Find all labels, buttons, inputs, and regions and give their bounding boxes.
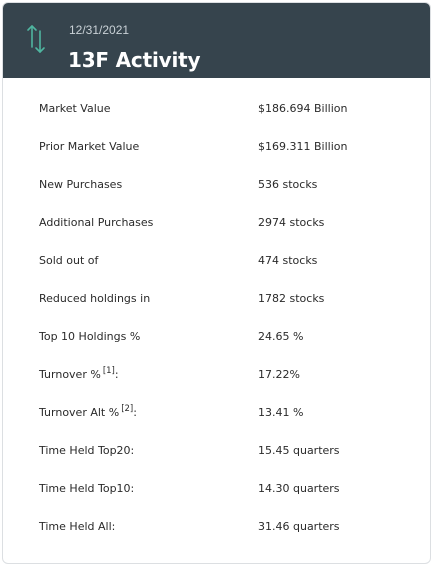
row-value: 14.30 quarters bbox=[258, 482, 340, 495]
row-turnover: Turnover % [1]: 17.22% bbox=[3, 356, 430, 394]
row-value: 15.45 quarters bbox=[258, 444, 340, 457]
row-market-value: Market Value $186.694 Billion bbox=[3, 90, 430, 128]
up-down-arrows-icon bbox=[27, 25, 45, 53]
row-label: Additional Purchases bbox=[39, 216, 154, 229]
row-value: $186.694 Billion bbox=[258, 102, 348, 115]
footnote-link-1[interactable]: [1] bbox=[102, 366, 115, 376]
row-time-held-top10: Time Held Top10: 14.30 quarters bbox=[3, 470, 430, 508]
card-header: 12/31/2021 13F Activity bbox=[3, 3, 430, 78]
row-label: Prior Market Value bbox=[39, 140, 140, 153]
row-turnover-alt: Turnover Alt % [2]: 13.41 % bbox=[3, 394, 430, 432]
row-value: 24.65 % bbox=[258, 330, 304, 343]
row-label: New Purchases bbox=[39, 178, 123, 191]
row-label: Top 10 Holdings % bbox=[39, 330, 141, 343]
row-label: Time Held All: bbox=[39, 520, 116, 533]
row-prior-market-value: Prior Market Value $169.311 Billion bbox=[3, 128, 430, 166]
row-value: $169.311 Billion bbox=[258, 140, 348, 153]
footnote-link-2[interactable]: [2] bbox=[121, 404, 134, 414]
row-top10-holdings: Top 10 Holdings % 24.65 % bbox=[3, 318, 430, 356]
label-colon: : bbox=[114, 368, 119, 381]
row-label: Sold out of bbox=[39, 254, 99, 267]
row-value: 1782 stocks bbox=[258, 292, 325, 305]
card-title: 13F Activity bbox=[68, 48, 201, 72]
row-label: Turnover % [1]: bbox=[39, 366, 119, 381]
row-reduced-holdings: Reduced holdings in 1782 stocks bbox=[3, 280, 430, 318]
row-value: 474 stocks bbox=[258, 254, 318, 267]
row-sold-out-of: Sold out of 474 stocks bbox=[3, 242, 430, 280]
row-new-purchases: New Purchases 536 stocks bbox=[3, 166, 430, 204]
row-label: Time Held Top10: bbox=[39, 482, 135, 495]
row-time-held-all: Time Held All: 31.46 quarters bbox=[3, 508, 430, 546]
row-value: 2974 stocks bbox=[258, 216, 325, 229]
row-label: Turnover Alt % [2]: bbox=[39, 404, 137, 419]
row-additional-purchases: Additional Purchases 2974 stocks bbox=[3, 204, 430, 242]
row-label-text: Turnover Alt % bbox=[39, 406, 120, 419]
row-value: 536 stocks bbox=[258, 178, 318, 191]
row-label: Time Held Top20: bbox=[39, 444, 135, 457]
row-value: 31.46 quarters bbox=[258, 520, 340, 533]
row-time-held-top20: Time Held Top20: 15.45 quarters bbox=[3, 432, 430, 470]
report-date: 12/31/2021 bbox=[69, 23, 130, 37]
row-label: Reduced holdings in bbox=[39, 292, 151, 305]
row-value: 13.41 % bbox=[258, 406, 304, 419]
label-colon: : bbox=[133, 406, 137, 419]
activity-list: Market Value $186.694 Billion Prior Mark… bbox=[3, 90, 430, 546]
row-label-text: Turnover % bbox=[39, 368, 101, 381]
row-label: Market Value bbox=[39, 102, 111, 115]
row-value: 17.22% bbox=[258, 368, 300, 381]
